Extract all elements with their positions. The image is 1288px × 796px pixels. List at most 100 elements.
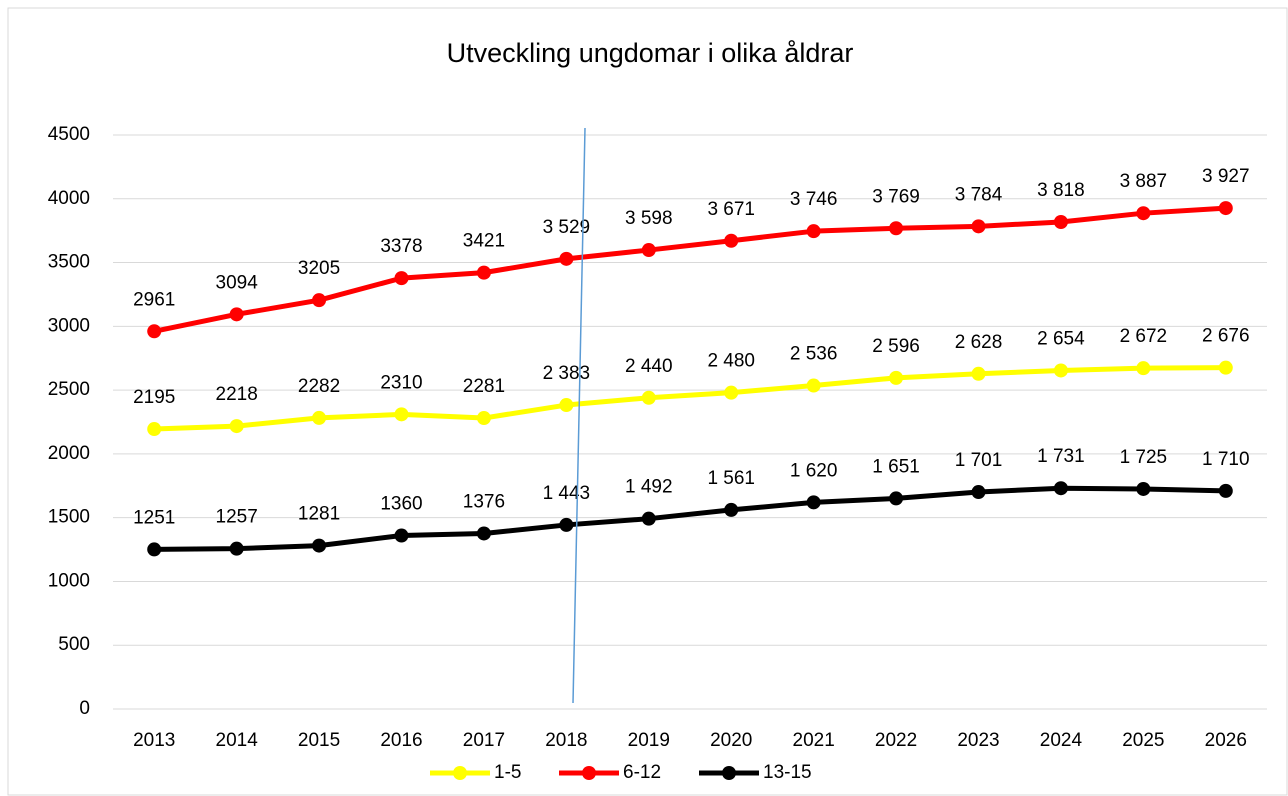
data-point — [1136, 481, 1151, 496]
data-label: 1360 — [380, 494, 422, 515]
data-point — [889, 370, 904, 385]
data-point — [971, 366, 986, 381]
data-point — [559, 517, 574, 532]
data-label: 2 672 — [1120, 326, 1168, 347]
data-point — [1218, 360, 1233, 375]
data-label: 1 710 — [1202, 449, 1250, 470]
data-point — [889, 221, 904, 236]
data-label: 3421 — [463, 231, 505, 252]
data-label: 2281 — [463, 376, 505, 397]
data-point — [394, 528, 409, 543]
data-label: 1281 — [298, 504, 340, 525]
data-point — [806, 224, 821, 239]
data-point — [147, 422, 162, 437]
data-label: 2 480 — [707, 351, 755, 372]
x-tick-label: 2016 — [380, 730, 422, 751]
data-point — [147, 324, 162, 339]
data-label: 2 654 — [1037, 328, 1085, 349]
data-label: 3 529 — [543, 217, 591, 238]
series-line — [154, 485, 1226, 552]
data-point — [724, 502, 739, 517]
data-label: 3 927 — [1202, 166, 1250, 187]
data-point — [641, 390, 656, 405]
data-label: 2 676 — [1202, 326, 1250, 347]
legend-label: 13-15 — [763, 762, 812, 783]
y-tick-label: 1500 — [48, 507, 90, 528]
y-tick-label: 0 — [79, 698, 90, 719]
data-label: 2 596 — [872, 336, 920, 357]
data-label: 2 536 — [790, 344, 838, 365]
data-label: 3 598 — [625, 208, 673, 229]
data-point — [1136, 361, 1151, 376]
data-point — [229, 419, 244, 434]
legend-marker — [582, 766, 596, 780]
data-label: 2282 — [298, 376, 340, 397]
divider-line — [572, 127, 586, 704]
data-label: 2 383 — [543, 363, 591, 384]
x-tick-label: 2015 — [298, 730, 340, 751]
y-tick-label: 3000 — [48, 315, 90, 336]
x-tick-label: 2013 — [133, 730, 175, 751]
data-point — [1053, 481, 1068, 496]
data-point — [229, 541, 244, 556]
x-tick-label: 2019 — [628, 730, 670, 751]
data-point — [971, 485, 986, 500]
x-tick-label: 2014 — [216, 730, 259, 751]
chart-title: Utveckling ungdomar i olika åldrar — [447, 38, 854, 68]
data-label: 2961 — [133, 289, 175, 310]
data-point — [889, 491, 904, 506]
data-point — [312, 410, 327, 425]
data-label: 1251 — [133, 507, 175, 528]
series-line — [154, 365, 1226, 432]
data-label: 1376 — [463, 491, 505, 512]
y-tick-label: 2000 — [48, 443, 90, 464]
data-point — [971, 219, 986, 234]
data-label: 1 701 — [955, 450, 1003, 471]
data-label: 1 731 — [1037, 446, 1085, 467]
data-point — [1218, 483, 1233, 498]
data-label: 2 440 — [625, 356, 673, 377]
data-point — [312, 538, 327, 553]
data-point — [229, 307, 244, 322]
data-label: 3 887 — [1120, 171, 1168, 192]
data-point — [394, 271, 409, 286]
y-tick-label: 2500 — [48, 379, 90, 400]
legend-marker — [453, 766, 467, 780]
x-tick-label: 2025 — [1122, 730, 1164, 751]
data-label: 1 561 — [707, 468, 755, 489]
legend-label: 6-12 — [623, 762, 661, 783]
x-tick-label: 2023 — [957, 730, 999, 751]
data-point — [1218, 201, 1233, 216]
y-tick-label: 1000 — [48, 570, 90, 591]
data-label: 3 818 — [1037, 180, 1085, 201]
data-label: 3 746 — [790, 189, 838, 210]
data-label: 3378 — [380, 236, 422, 257]
data-label: 2195 — [133, 387, 175, 408]
y-tick-label: 4000 — [48, 188, 90, 209]
data-label: 1 443 — [543, 483, 591, 504]
legend-label: 1-5 — [494, 762, 521, 783]
data-point — [312, 293, 327, 308]
x-tick-label: 2017 — [463, 730, 505, 751]
plot: 0 500 1000 1500 2000 2500 3000 3500 4000 4500 2013… — [48, 124, 1267, 783]
data-point — [394, 407, 409, 422]
x-tick-label: 2021 — [793, 730, 835, 751]
data-point — [476, 265, 491, 280]
data-label: 1257 — [216, 507, 258, 528]
data-label: 2218 — [216, 384, 258, 405]
data-point — [559, 251, 574, 266]
y-tick-label: 4500 — [48, 124, 90, 145]
data-point — [806, 495, 821, 510]
x-tick-label: 2018 — [545, 730, 587, 751]
data-point — [1136, 206, 1151, 221]
x-tick-label: 2022 — [875, 730, 917, 751]
data-point — [1053, 214, 1068, 229]
data-label: 1 651 — [872, 456, 920, 477]
data-point — [724, 385, 739, 400]
data-label: 3 784 — [955, 184, 1003, 205]
data-label: 3 671 — [707, 199, 755, 220]
data-point — [147, 542, 162, 557]
x-tick-label: 2020 — [710, 730, 752, 751]
